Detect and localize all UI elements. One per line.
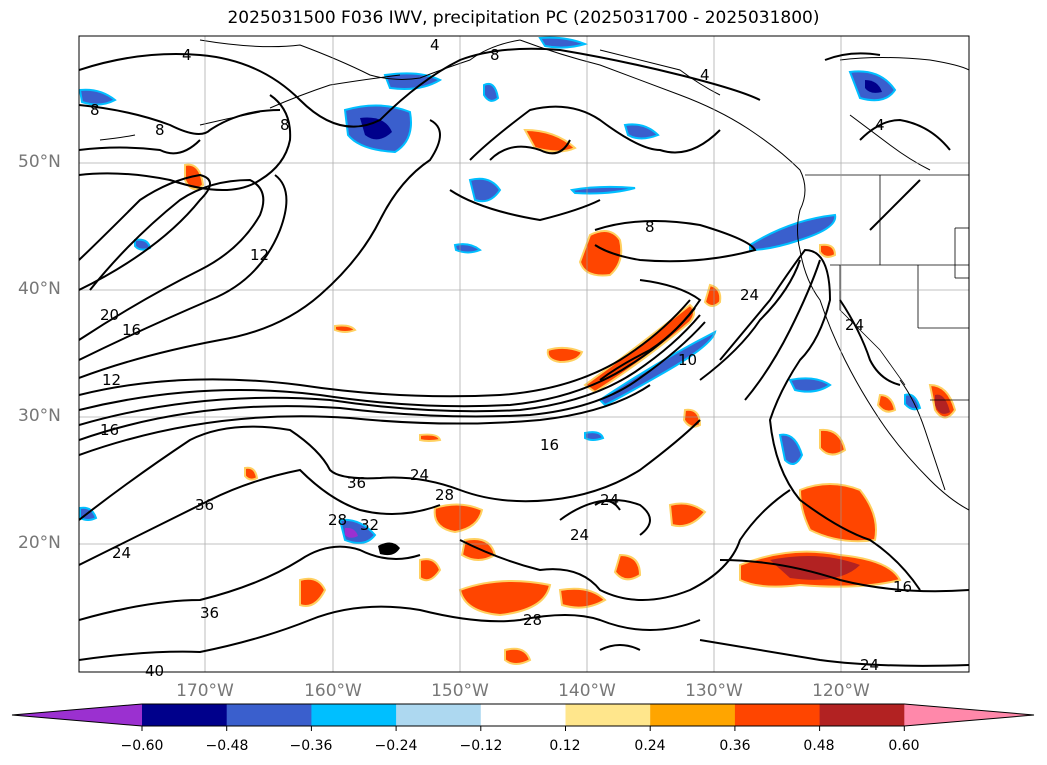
contour-label: 16 bbox=[893, 578, 912, 596]
contour-label: 4 bbox=[182, 46, 192, 64]
lat-label: 20°N bbox=[18, 533, 61, 553]
contour-label: 12 bbox=[250, 246, 269, 264]
contour-label: 32 bbox=[360, 516, 379, 534]
gridlines bbox=[79, 36, 969, 672]
iwv-contours bbox=[79, 47, 969, 667]
contour-label: 40 bbox=[145, 662, 164, 680]
map-title: 2025031500 F036 IWV, precipitation PC (2… bbox=[227, 8, 820, 28]
contour-label: 4 bbox=[875, 116, 885, 134]
colorbar-tick: −0.36 bbox=[289, 738, 333, 754]
contour-label: 8 bbox=[280, 116, 290, 134]
contour-label: 8 bbox=[490, 46, 500, 64]
lat-label: 30°N bbox=[18, 406, 61, 426]
plot-frame bbox=[78, 35, 970, 673]
lat-label: 40°N bbox=[18, 279, 61, 299]
contour-label: 12 bbox=[102, 371, 121, 389]
coastlines bbox=[99, 39, 969, 511]
colorbar-tick: 0.12 bbox=[549, 738, 581, 754]
lat-label: 50°N bbox=[18, 152, 61, 172]
contour-label: 28 bbox=[523, 611, 542, 629]
contour-label: 16 bbox=[122, 321, 141, 339]
lon-label: 140°W bbox=[558, 681, 616, 701]
contour-label: 4 bbox=[430, 36, 440, 54]
contour-label: 20 bbox=[100, 306, 119, 324]
colorbar-tick: −0.12 bbox=[459, 738, 503, 754]
colorbar-tick: −0.24 bbox=[374, 738, 418, 754]
state-borders bbox=[805, 174, 969, 401]
lon-label: 130°W bbox=[685, 681, 743, 701]
contour-label: 16 bbox=[100, 421, 119, 439]
contour-label: 24 bbox=[112, 544, 131, 562]
contour-label: 36 bbox=[347, 474, 366, 492]
contour-label: 36 bbox=[195, 496, 214, 514]
contour-label: 16 bbox=[540, 436, 559, 454]
colorbar-tick: 0.48 bbox=[803, 738, 835, 754]
contour-label: 24 bbox=[410, 466, 429, 484]
contour-label: 24 bbox=[845, 316, 864, 334]
contour-label: 8 bbox=[645, 218, 655, 236]
colorbar-tick: 0.24 bbox=[634, 738, 666, 754]
lon-label: 120°W bbox=[812, 681, 870, 701]
contour-label: 10 bbox=[678, 351, 697, 369]
colorbar-tick: −0.60 bbox=[120, 738, 164, 754]
lon-label: 160°W bbox=[304, 681, 362, 701]
colorbar-tick: 0.36 bbox=[719, 738, 751, 754]
contour-label: 8 bbox=[90, 101, 100, 119]
contour-label: 24 bbox=[600, 491, 619, 509]
lon-label: 170°W bbox=[176, 681, 234, 701]
lon-label: 150°W bbox=[431, 681, 489, 701]
contour-label: 24 bbox=[860, 656, 879, 674]
contour-cluster bbox=[378, 542, 400, 556]
contour-label: 8 bbox=[155, 121, 165, 139]
contour-label: 28 bbox=[435, 486, 454, 504]
contour-label: 24 bbox=[740, 286, 759, 304]
colorbar-tick: −0.48 bbox=[205, 738, 249, 754]
colorbar-tick: 0.60 bbox=[888, 738, 920, 754]
contour-label-layer: 4 8 4 8 8 8 4 4 12 20 16 12 16 8 16 24 1… bbox=[90, 36, 912, 680]
contour-label: 28 bbox=[328, 511, 347, 529]
contour-label: 36 bbox=[200, 604, 219, 622]
contour-label: 4 bbox=[700, 66, 710, 84]
contour-label: 24 bbox=[570, 526, 589, 544]
